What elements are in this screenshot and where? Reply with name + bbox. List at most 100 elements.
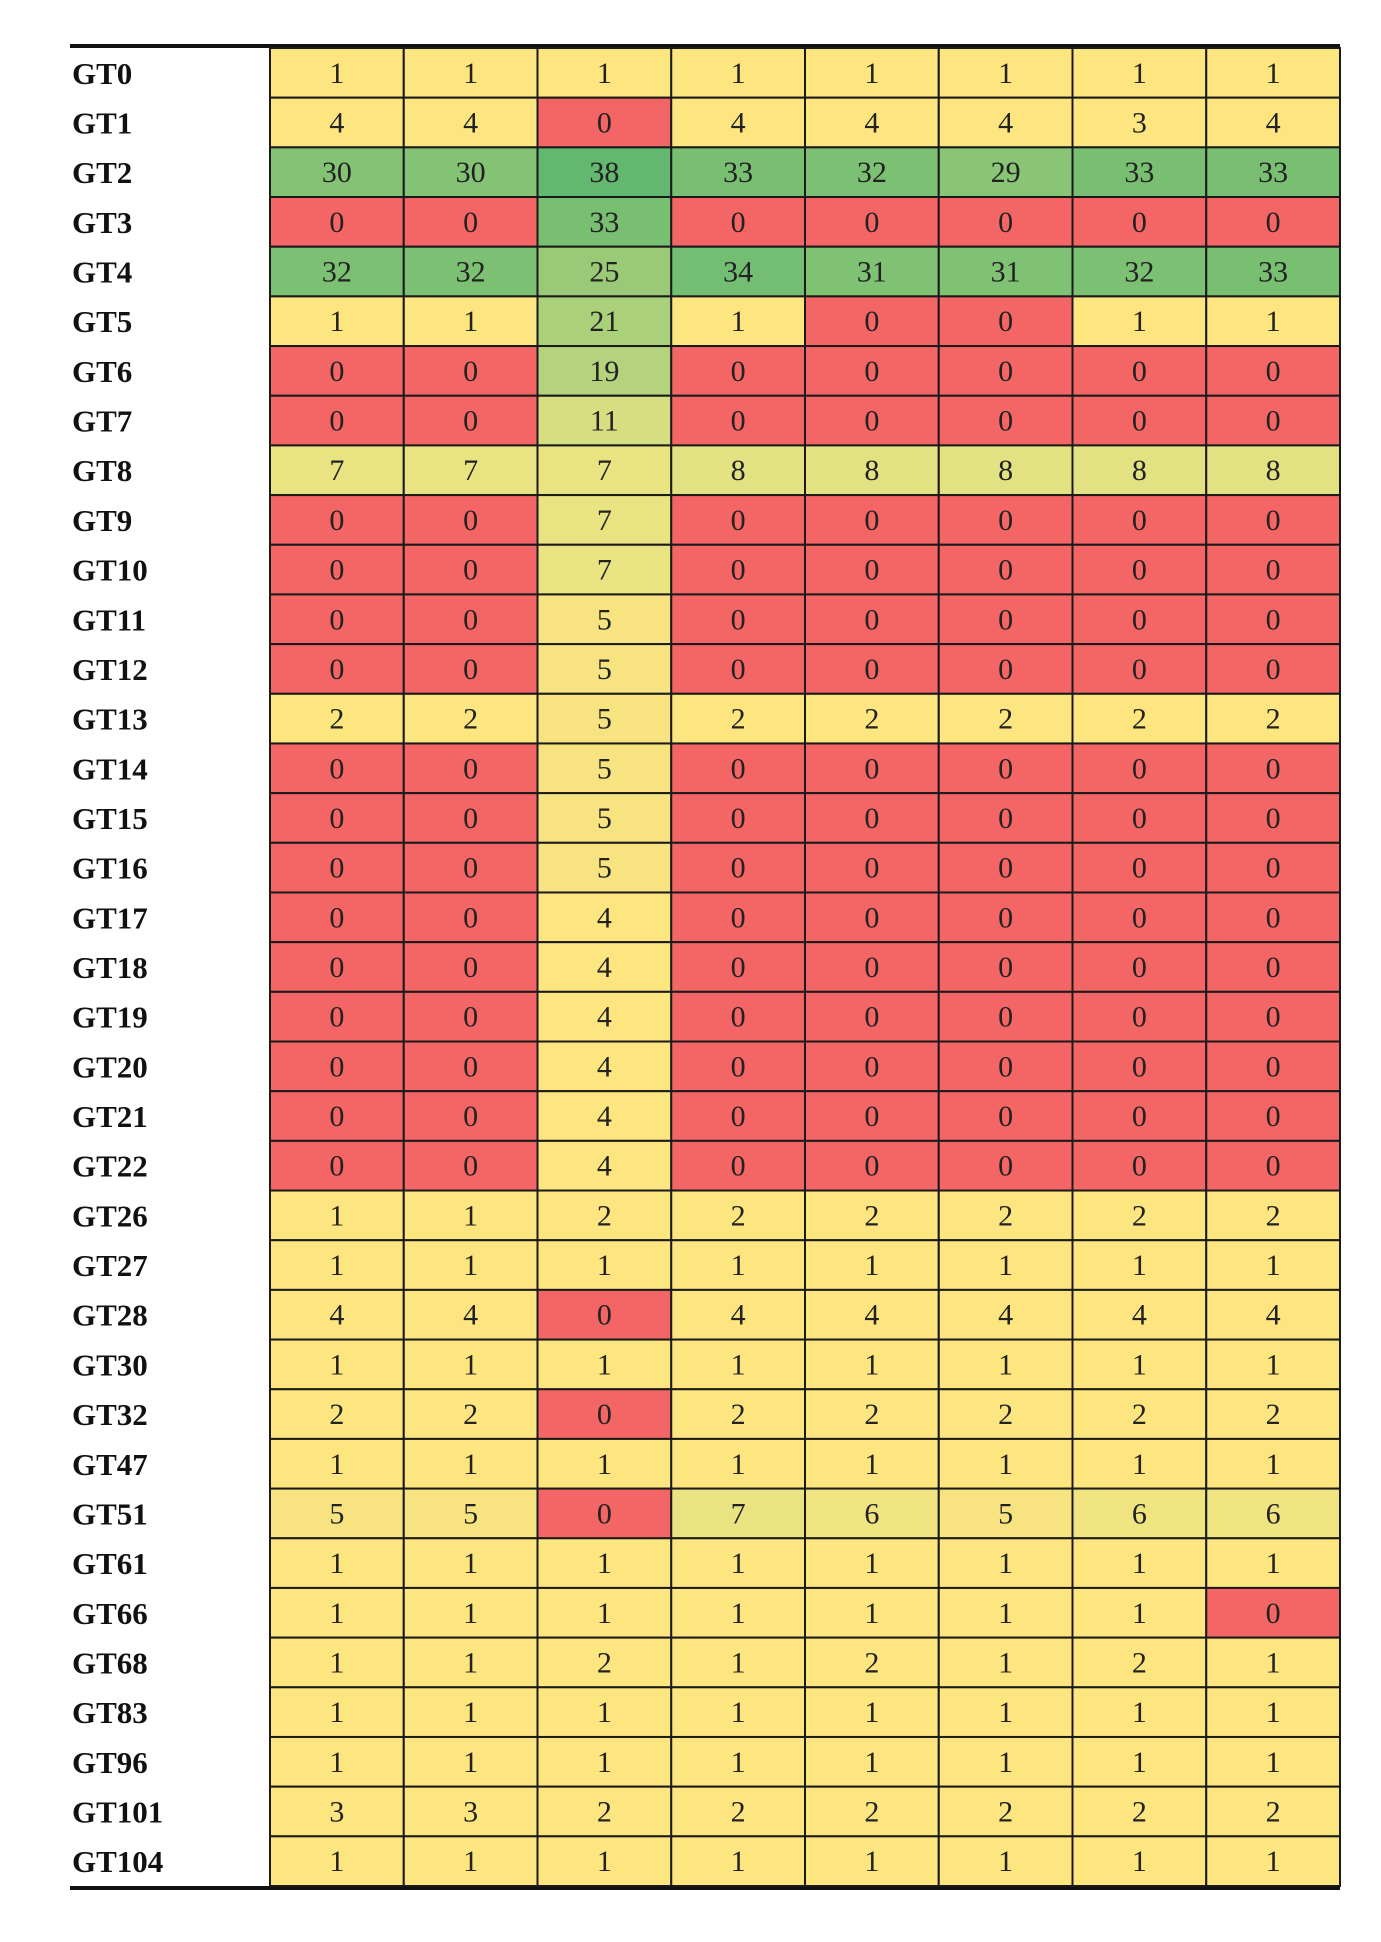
heatmap-cell	[269, 146, 405, 199]
cell-value: 1	[463, 1547, 478, 1580]
cell-value: 0	[998, 1150, 1013, 1183]
heatmap-cell	[269, 1239, 405, 1291]
heatmap-cell	[1205, 1090, 1341, 1142]
cell-value: 1	[1132, 1348, 1147, 1381]
cell-value: 5	[329, 1497, 344, 1530]
cell-value: 4	[731, 1299, 746, 1332]
cell-value: 32	[322, 256, 352, 289]
heatmap-cell	[1071, 394, 1208, 447]
heatmap-cell	[937, 543, 1074, 596]
heatmap-cell	[804, 1189, 940, 1242]
cell-value: 4	[597, 951, 612, 984]
heatmap-cell	[1205, 444, 1341, 497]
heatmap-cell	[536, 394, 673, 447]
heatmap-cell	[937, 1686, 1074, 1738]
heatmap-cell	[1205, 295, 1341, 348]
heatmap-cell	[269, 742, 405, 795]
heatmap-cell	[536, 295, 673, 348]
cell-value: 1	[731, 1547, 746, 1580]
heatmap-cell	[402, 643, 539, 695]
cell-value: 1	[1132, 305, 1147, 338]
cell-value: 38	[589, 156, 619, 189]
cell-value: 4	[597, 1050, 612, 1083]
cell-value: 0	[731, 206, 746, 239]
cell-value: 0	[1132, 951, 1147, 984]
cell-value: 4	[998, 1299, 1013, 1332]
row-label-gt5: GT5	[72, 304, 132, 339]
heatmap-cell	[804, 1835, 940, 1888]
heatmap-cell	[536, 1239, 673, 1291]
heatmap-cell	[402, 394, 539, 447]
row-label-gt28: GT28	[72, 1298, 148, 1333]
cell-value: 0	[864, 554, 879, 587]
cell-value: 33	[1258, 156, 1288, 189]
heatmap-cell	[937, 196, 1074, 248]
heatmap-cell	[670, 96, 806, 149]
cell-value: 1	[329, 1348, 344, 1381]
cell-value: 0	[1132, 852, 1147, 885]
heatmap-cell	[670, 1835, 806, 1888]
heatmap-cell	[402, 47, 539, 99]
cell-value: 0	[1132, 901, 1147, 934]
cell-value: 2	[731, 703, 746, 736]
cell-value: 1	[463, 1746, 478, 1779]
heatmap-cell	[804, 841, 940, 894]
heatmap-cell	[269, 1785, 405, 1838]
heatmap-cell	[670, 394, 806, 447]
row-label-gt83: GT83	[72, 1695, 148, 1730]
heatmap-cell	[1205, 543, 1341, 596]
cell-value: 2	[998, 703, 1013, 736]
cell-value: 1	[1266, 1547, 1281, 1580]
row-label-gt17: GT17	[72, 900, 148, 935]
heatmap-cell	[536, 1586, 673, 1639]
cell-value: 1	[998, 1696, 1013, 1729]
heatmap-cell	[1071, 245, 1208, 298]
heatmap-cell	[1071, 1785, 1208, 1838]
heatmap-cell	[269, 47, 405, 99]
cell-value: 0	[998, 802, 1013, 835]
heatmap-cell	[670, 692, 806, 745]
cell-value: 1	[597, 1845, 612, 1878]
heatmap-cell	[536, 1487, 673, 1540]
heatmap-cell	[269, 295, 405, 348]
cell-value: 1	[597, 1696, 612, 1729]
cell-value: 4	[329, 107, 344, 140]
cell-value: 0	[731, 1001, 746, 1034]
row-label-gt12: GT12	[72, 652, 148, 687]
cell-value: 3	[329, 1795, 344, 1828]
heatmap-cell	[937, 96, 1074, 149]
cell-value: 0	[463, 206, 478, 239]
heatmap-cell	[269, 891, 405, 944]
cell-value: 1	[597, 1597, 612, 1630]
heatmap-cell	[1205, 593, 1341, 646]
cell-value: 33	[1124, 156, 1154, 189]
heatmap-cell	[269, 196, 405, 248]
heatmap-cell	[937, 345, 1074, 397]
row-label-gt3: GT3	[72, 205, 132, 240]
cell-value: 0	[329, 951, 344, 984]
cell-value: 0	[329, 554, 344, 587]
heatmap-cell	[937, 295, 1074, 348]
row-label-gt18: GT18	[72, 950, 148, 985]
cell-value: 1	[1132, 57, 1147, 90]
cell-value: 0	[998, 951, 1013, 984]
heatmap-cell	[1205, 1785, 1341, 1838]
cell-value: 1	[1266, 1845, 1281, 1878]
heatmap-cell	[269, 494, 405, 546]
cell-value: 19	[589, 355, 619, 388]
cell-value: 0	[329, 752, 344, 785]
cell-value: 33	[589, 206, 619, 239]
heatmap-cell	[269, 543, 405, 596]
cell-value: 2	[864, 1199, 879, 1232]
cell-value: 8	[998, 454, 1013, 487]
heatmap-cell	[937, 1388, 1074, 1440]
heatmap-cell	[402, 96, 539, 149]
cell-value: 0	[731, 1100, 746, 1133]
cell-value: 2	[597, 1795, 612, 1828]
heatmap-cell	[402, 593, 539, 646]
cell-value: 1	[329, 1547, 344, 1580]
heatmap-cell	[536, 692, 673, 745]
cell-value: 1	[463, 1597, 478, 1630]
heatmap-cell	[670, 1288, 806, 1341]
heatmap-cell	[670, 1338, 806, 1391]
